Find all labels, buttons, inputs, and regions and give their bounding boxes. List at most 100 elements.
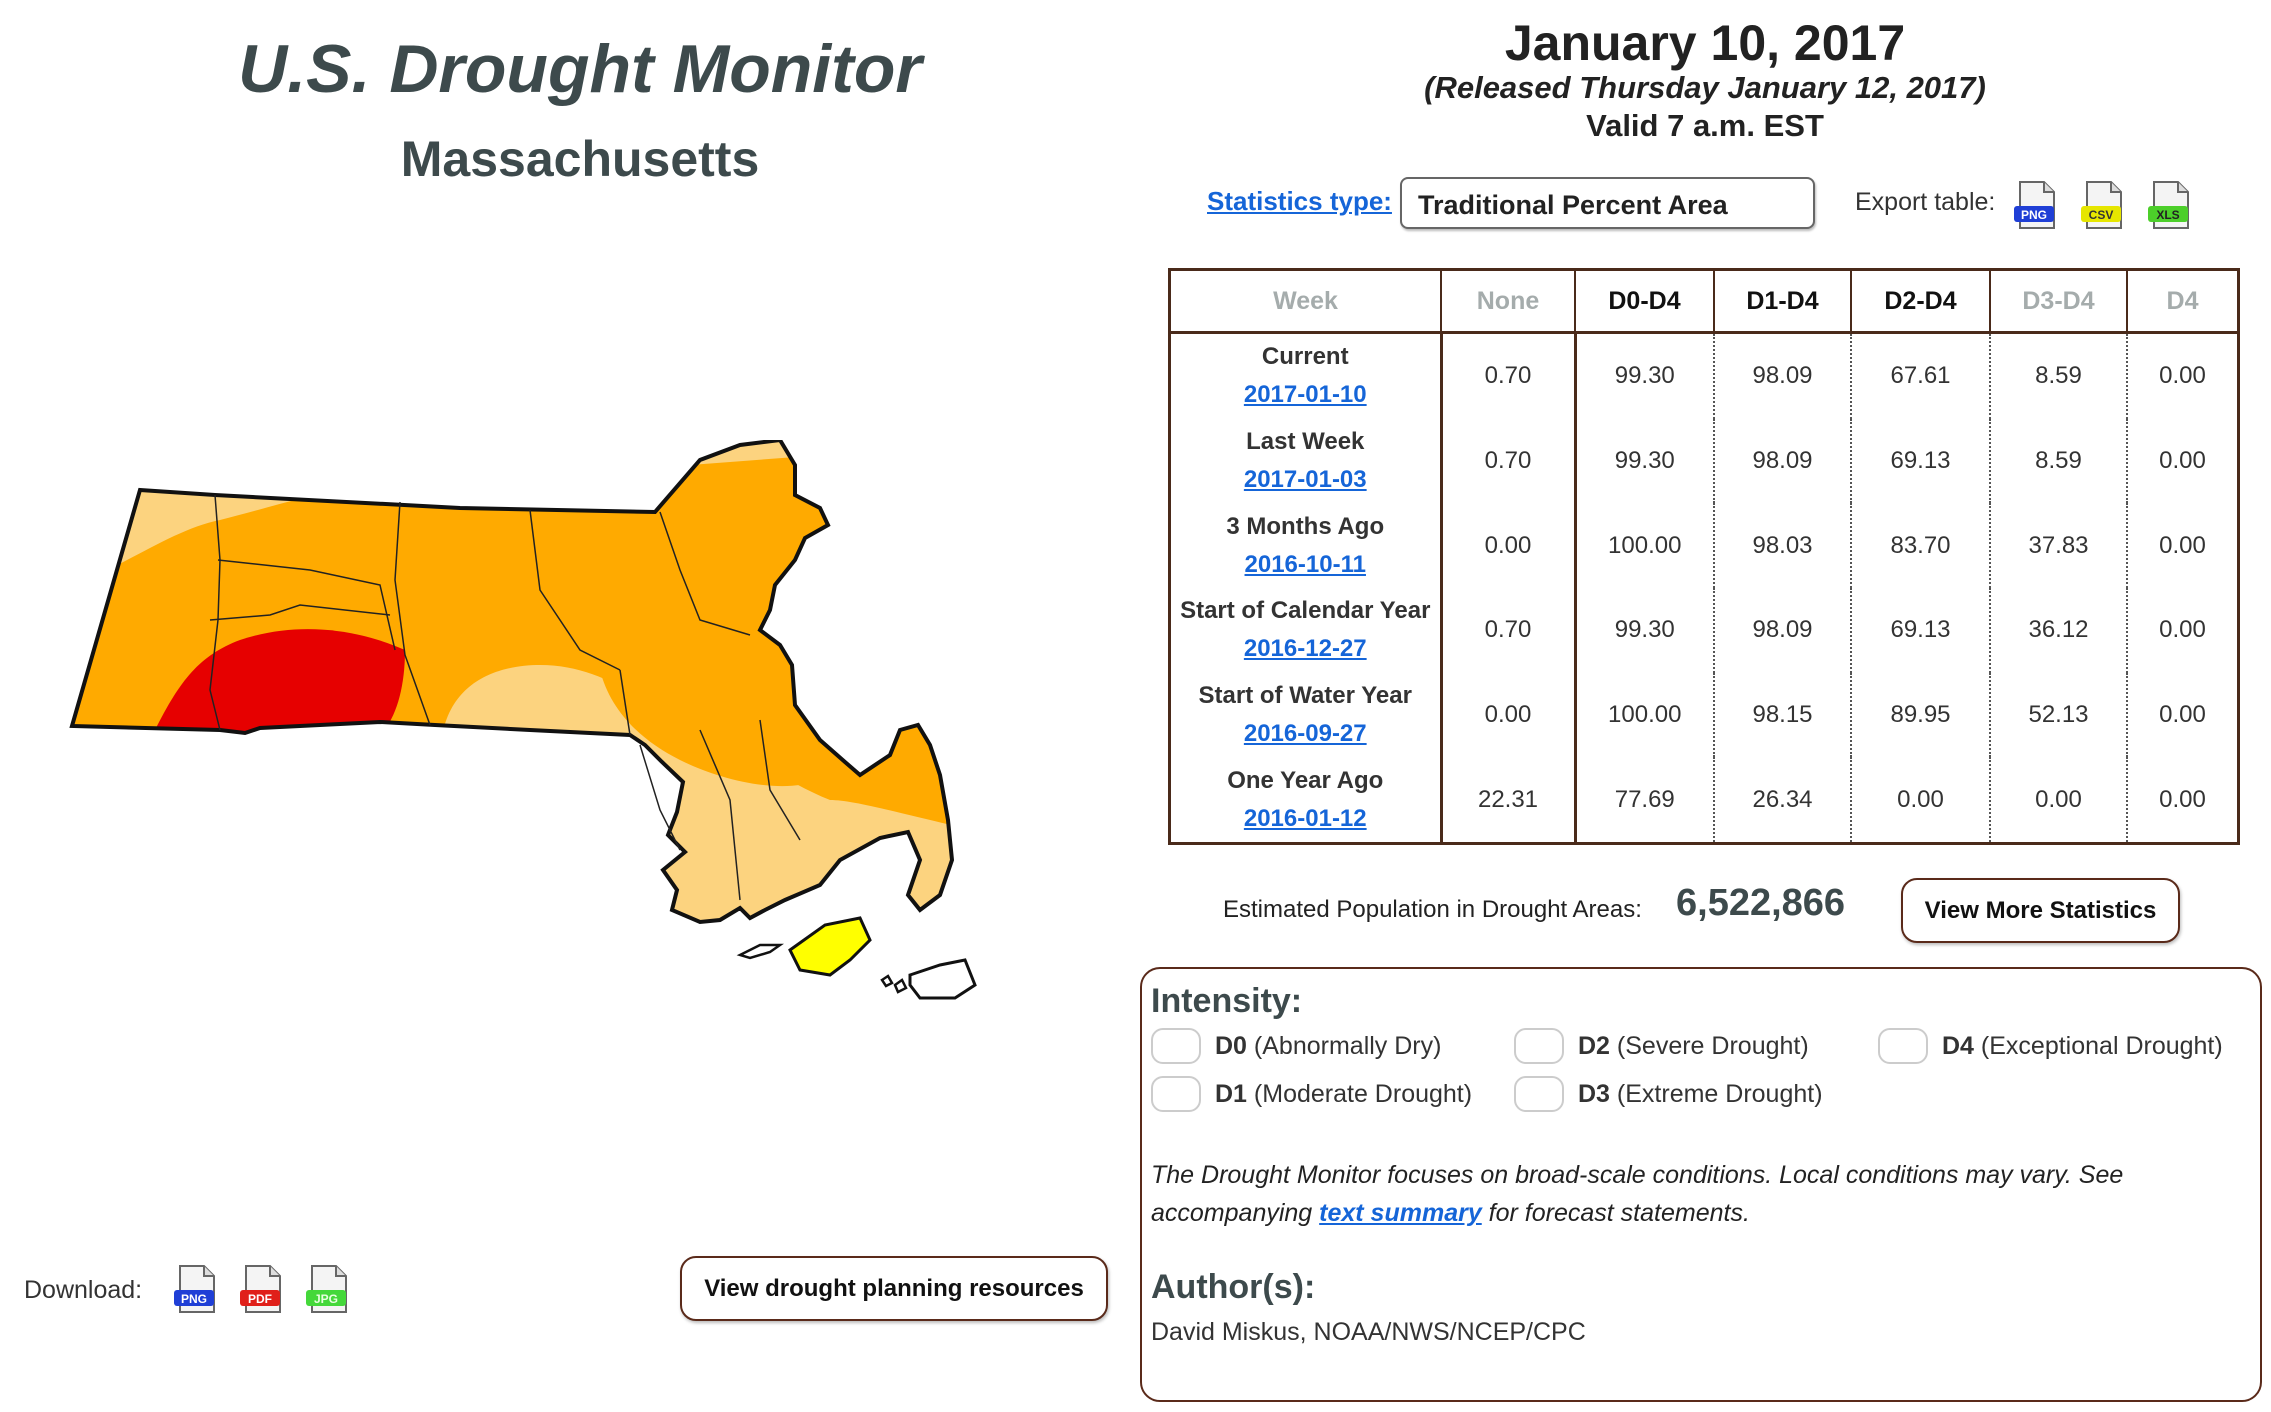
- legend-swatch-d0: [1151, 1028, 1201, 1064]
- view-more-statistics-button[interactable]: View More Statistics: [1901, 878, 2180, 943]
- export-xls-icon[interactable]: XLS: [2146, 180, 2194, 235]
- tuckernuck-islands: [880, 974, 908, 994]
- legend-swatch-d1: [1151, 1076, 1201, 1112]
- value-cell: 98.09: [1714, 332, 1852, 419]
- value-cell: 99.30: [1575, 418, 1715, 504]
- value-cell: 100.00: [1575, 503, 1715, 588]
- week-date-link[interactable]: 2017-01-10: [1243, 381, 1367, 409]
- download-jpg-icon[interactable]: JPG: [304, 1264, 352, 1319]
- week-date-link[interactable]: 2016-10-11: [1244, 550, 1366, 578]
- svg-text:XLS: XLS: [2156, 208, 2179, 222]
- value-cell: 98.09: [1714, 587, 1852, 673]
- value-cell: 26.34: [1714, 757, 1852, 844]
- week-cell: Start of Calendar Year 2016-12-27: [1169, 587, 1443, 673]
- map-d3-area: [155, 629, 405, 740]
- value-cell: 0.00: [1990, 757, 2128, 844]
- export-csv-icon[interactable]: CSV: [2079, 180, 2127, 235]
- legend-item-d0: D0 (Abnormally Dry): [1151, 1028, 1441, 1064]
- legend-item-d4: D4 (Exceptional Drought): [1878, 1028, 2223, 1064]
- value-cell: 37.83: [1990, 503, 2128, 588]
- legend-panel: [1140, 967, 2262, 1402]
- drought-planning-resources-button[interactable]: View drought planning resources: [680, 1256, 1108, 1321]
- table-header-row: Week None D0-D4 D1-D4 D2-D4 D3-D4 D4: [1169, 269, 2240, 334]
- elizabeth-islands: [736, 943, 784, 960]
- value-cell: 0.00: [2159, 785, 2206, 813]
- value-cell: 8.59: [1990, 332, 2128, 419]
- table-row: Current 2017-01-10 0.70 99.30 98.09 67.61 8.59…: [1169, 332, 2239, 419]
- week-date-link[interactable]: 2016-09-27: [1243, 719, 1367, 747]
- col-none: None: [1441, 269, 1576, 334]
- population-value: 6,522,866: [1676, 882, 1846, 924]
- value-cell: 0.00: [2159, 362, 2206, 390]
- release-date: (Released Thursday January 12, 2017): [1424, 70, 1986, 105]
- value-cell: 0.00: [1851, 757, 1991, 844]
- intensity-heading: Intensity:: [1151, 982, 1303, 1020]
- svg-text:PDF: PDF: [248, 1292, 272, 1306]
- legend-swatch-d4: [1878, 1028, 1928, 1064]
- state-outline: [69, 440, 955, 925]
- value-cell: 22.31: [1441, 757, 1577, 844]
- legend-item-d1: D1 (Moderate Drought): [1151, 1076, 1472, 1112]
- week-date-link[interactable]: 2017-01-03: [1243, 466, 1367, 494]
- value-cell: 0.00: [2159, 447, 2206, 475]
- value-cell: 98.03: [1714, 503, 1852, 588]
- table-row: Start of Water Year 2016-09-27 0.00 100.00 9…: [1169, 672, 2239, 758]
- author-name: David Miskus, NOAA/NWS/NCEP/CPC: [1151, 1318, 1586, 1346]
- col-d4: D4: [2127, 269, 2240, 334]
- week-date-link[interactable]: 2016-01-12: [1243, 804, 1367, 832]
- value-cell: 36.12: [1990, 587, 2128, 673]
- week-label: Current: [1261, 343, 1349, 371]
- week-cell: One Year Ago 2016-01-12: [1169, 757, 1443, 844]
- statistics-type-link[interactable]: Statistics type:: [1207, 186, 1392, 216]
- week-label: Start of Calendar Year: [1180, 597, 1431, 625]
- value-cell: 98.09: [1714, 418, 1852, 504]
- value-cell: 0.00: [1441, 503, 1577, 588]
- value-cell: 99.30: [1575, 332, 1715, 419]
- statistics-type-select[interactable]: Traditional Percent Area: [1400, 177, 1815, 229]
- col-d2-d4: D2-D4: [1851, 269, 1991, 334]
- col-week: Week: [1169, 269, 1442, 334]
- conditions-note: The Drought Monitor focuses on broad-sca…: [1151, 1161, 2124, 1227]
- county-lines: [209, 494, 801, 901]
- value-cell: 100.00: [1575, 672, 1715, 758]
- drought-intensity-layer: [72, 440, 952, 922]
- value-cell: 0.70: [1441, 332, 1577, 419]
- download-pdf-icon[interactable]: PDF: [238, 1264, 286, 1319]
- week-cell: Start of Water Year 2016-09-27: [1169, 672, 1443, 758]
- svg-text:PNG: PNG: [2021, 208, 2047, 222]
- value-cell: 0.00: [2159, 616, 2206, 644]
- svg-text:CSV: CSV: [2089, 208, 2114, 222]
- table-row: 3 Months Ago 2016-10-11 0.00 100.00 98.03 83.…: [1169, 503, 2239, 588]
- download-png-icon[interactable]: PNG: [172, 1264, 220, 1319]
- week-label: 3 Months Ago: [1226, 512, 1385, 540]
- week-date-link[interactable]: 2016-12-27: [1243, 635, 1367, 663]
- map-date: January 10, 2017: [1504, 15, 1906, 71]
- massachusetts-drought-map: [69, 440, 977, 1000]
- svg-text:JPG: JPG: [314, 1292, 338, 1306]
- table-row: Start of Calendar Year 2016-12-27 0.70 99.3…: [1169, 587, 2239, 673]
- value-cell: 0.00: [2159, 700, 2206, 728]
- export-table-label: Export table:: [1855, 188, 1996, 216]
- export-png-icon[interactable]: PNG: [2012, 180, 2060, 235]
- week-cell: Current 2017-01-10: [1169, 332, 1443, 419]
- state-name: Massachusetts: [400, 131, 760, 187]
- page-title: U.S. Drought Monitor: [238, 31, 922, 107]
- week-label: Last Week: [1246, 428, 1365, 456]
- value-cell: 0.70: [1441, 418, 1577, 504]
- value-cell: 0.00: [2159, 531, 2206, 559]
- drought-statistics-table: Week None D0-D4 D1-D4 D2-D4 D3-D4 D4 Cur…: [1168, 268, 2240, 845]
- week-cell: 3 Months Ago 2016-10-11: [1169, 503, 1443, 588]
- value-cell: 69.13: [1851, 587, 1991, 673]
- col-d1-d4: D1-D4: [1714, 269, 1852, 334]
- week-label: One Year Ago: [1227, 766, 1384, 794]
- map-d2-area: [72, 440, 952, 922]
- value-cell: 0.70: [1441, 587, 1577, 673]
- week-cell: Last Week 2017-01-03: [1169, 418, 1443, 504]
- value-cell: 89.95: [1851, 672, 1991, 758]
- text-summary-link[interactable]: text summary: [1319, 1199, 1482, 1227]
- download-label: Download:: [24, 1276, 143, 1304]
- value-cell: 77.69: [1575, 757, 1715, 844]
- legend-swatch-d3: [1514, 1076, 1564, 1112]
- value-cell: 98.15: [1714, 672, 1852, 758]
- value-cell: 69.13: [1851, 418, 1991, 504]
